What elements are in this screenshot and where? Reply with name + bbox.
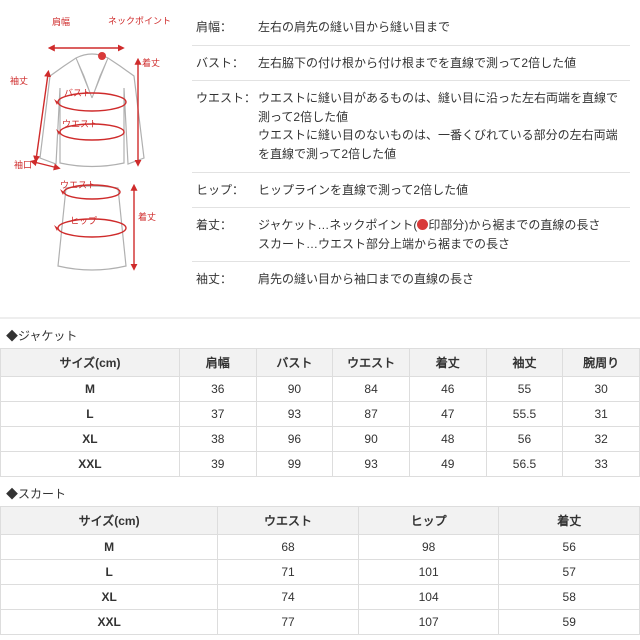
table-row: XL389690485632 (1, 426, 640, 451)
table-header-cell: バスト (256, 348, 333, 376)
dl-waist1: ウエスト (62, 117, 98, 130)
table-cell: 99 (256, 451, 333, 476)
table-cell: 84 (333, 376, 410, 401)
dl-len1: 着丈 (142, 56, 160, 69)
definition-text: 左右脇下の付け根から付け根までを直線で測って2倍した値 (258, 54, 626, 73)
table-cell: 38 (179, 426, 256, 451)
table-cell: 39 (179, 451, 256, 476)
table-cell: 74 (218, 584, 359, 609)
table-cell: 93 (256, 401, 333, 426)
dl-hip: ヒップ (70, 214, 97, 227)
table-cell: 36 (179, 376, 256, 401)
table-cell: L (1, 401, 180, 426)
garment-diagram: 肩幅 ネックポイント バスト ウエスト ウエスト ヒップ 着丈 着丈 袖丈 袖口 (4, 10, 184, 297)
definition-row: 袖丈：肩先の縫い目から袖口までの直線の長さ (192, 262, 630, 297)
table-cell: 101 (358, 559, 499, 584)
definition-row: バスト：左右脇下の付け根から付け根までを直線で測って2倍した値 (192, 46, 630, 82)
table-cell: 55.5 (486, 401, 563, 426)
definition-row: ヒップ：ヒップラインを直線で測って2倍した値 (192, 173, 630, 209)
table-header-cell: サイズ(cm) (1, 348, 180, 376)
definition-row: ウエスト：ウエストに縫い目があるものは、縫い目に沿った左右両端を直線で測って2倍… (192, 81, 630, 172)
skirt-title: ◆スカート (0, 477, 640, 506)
table-header-cell: ヒップ (358, 506, 499, 534)
table-header-cell: 肩幅 (179, 348, 256, 376)
definition-label: 肩幅： (196, 18, 258, 37)
table-cell: 57 (499, 559, 640, 584)
table-cell: M (1, 376, 180, 401)
red-dot-icon (417, 219, 428, 230)
definition-label: 袖丈： (196, 270, 258, 289)
dl-waist2: ウエスト (60, 178, 96, 191)
table-cell: 98 (358, 534, 499, 559)
table-cell: 87 (333, 401, 410, 426)
table-cell: 90 (256, 376, 333, 401)
definition-text: 肩先の縫い目から袖口までの直線の長さ (258, 270, 626, 289)
table-header-cell: 腕周り (563, 348, 640, 376)
measurement-guide: 肩幅 ネックポイント バスト ウエスト ウエスト ヒップ 着丈 着丈 袖丈 袖口… (0, 0, 640, 319)
table-cell: 48 (409, 426, 486, 451)
table-row: L3793874755.531 (1, 401, 640, 426)
table-header-cell: 袖丈 (486, 348, 563, 376)
table-row: M689856 (1, 534, 640, 559)
table-cell: M (1, 534, 218, 559)
table-cell: 31 (563, 401, 640, 426)
dl-cuff: 袖口 (14, 158, 32, 171)
table-cell: 68 (218, 534, 359, 559)
table-header-cell: サイズ(cm) (1, 506, 218, 534)
table-row: XXL3999934956.533 (1, 451, 640, 476)
table-header-cell: 着丈 (409, 348, 486, 376)
definition-label: ヒップ： (196, 181, 258, 200)
table-cell: 90 (333, 426, 410, 451)
jacket-table: サイズ(cm)肩幅バストウエスト着丈袖丈腕周りM369084465530L379… (0, 348, 640, 477)
definitions-list: 肩幅：左右の肩先の縫い目から縫い目までバスト：左右脇下の付け根から付け根までを直… (184, 10, 630, 297)
definition-text: ウエストに縫い目があるものは、縫い目に沿った左右両端を直線で測って2倍した値ウエ… (258, 89, 626, 163)
table-cell: XL (1, 426, 180, 451)
table-cell: 71 (218, 559, 359, 584)
table-header-cell: ウエスト (333, 348, 410, 376)
definition-text: ジャケット…ネックポイント(印部分)から裾までの直線の長さスカート…ウエスト部分… (258, 216, 626, 253)
table-cell: 77 (218, 609, 359, 634)
table-row: L7110157 (1, 559, 640, 584)
dl-neckpoint: ネックポイント (108, 14, 171, 27)
jacket-title: ◆ジャケット (0, 319, 640, 348)
definition-text: 左右の肩先の縫い目から縫い目まで (258, 18, 626, 37)
definition-row: 肩幅：左右の肩先の縫い目から縫い目まで (192, 10, 630, 46)
table-cell: 47 (409, 401, 486, 426)
definition-row: 着丈：ジャケット…ネックポイント(印部分)から裾までの直線の長さスカート…ウエス… (192, 208, 630, 262)
table-cell: 107 (358, 609, 499, 634)
dl-shoulder: 肩幅 (52, 15, 70, 28)
definition-label: 着丈： (196, 216, 258, 253)
dl-sleeve: 袖丈 (10, 74, 28, 87)
table-cell: 55 (486, 376, 563, 401)
table-cell: XXL (1, 609, 218, 634)
table-cell: 33 (563, 451, 640, 476)
dl-len2: 着丈 (138, 210, 156, 223)
table-cell: L (1, 559, 218, 584)
table-cell: 56 (486, 426, 563, 451)
table-cell: 46 (409, 376, 486, 401)
table-cell: 49 (409, 451, 486, 476)
dl-bust: バスト (64, 86, 91, 99)
table-cell: XXL (1, 451, 180, 476)
table-cell: 58 (499, 584, 640, 609)
definition-label: バスト： (196, 54, 258, 73)
table-cell: 56 (499, 534, 640, 559)
table-cell: XL (1, 584, 218, 609)
table-row: XL7410458 (1, 584, 640, 609)
table-header-cell: ウエスト (218, 506, 359, 534)
table-row: M369084465530 (1, 376, 640, 401)
table-header-cell: 着丈 (499, 506, 640, 534)
table-cell: 104 (358, 584, 499, 609)
skirt-table: サイズ(cm)ウエストヒップ着丈M689856L7110157XL7410458… (0, 506, 640, 635)
table-cell: 56.5 (486, 451, 563, 476)
table-cell: 96 (256, 426, 333, 451)
table-cell: 37 (179, 401, 256, 426)
table-cell: 32 (563, 426, 640, 451)
table-cell: 93 (333, 451, 410, 476)
definition-text: ヒップラインを直線で測って2倍した値 (258, 181, 626, 200)
table-row: XXL7710759 (1, 609, 640, 634)
table-cell: 59 (499, 609, 640, 634)
definition-label: ウエスト： (196, 89, 258, 163)
table-cell: 30 (563, 376, 640, 401)
